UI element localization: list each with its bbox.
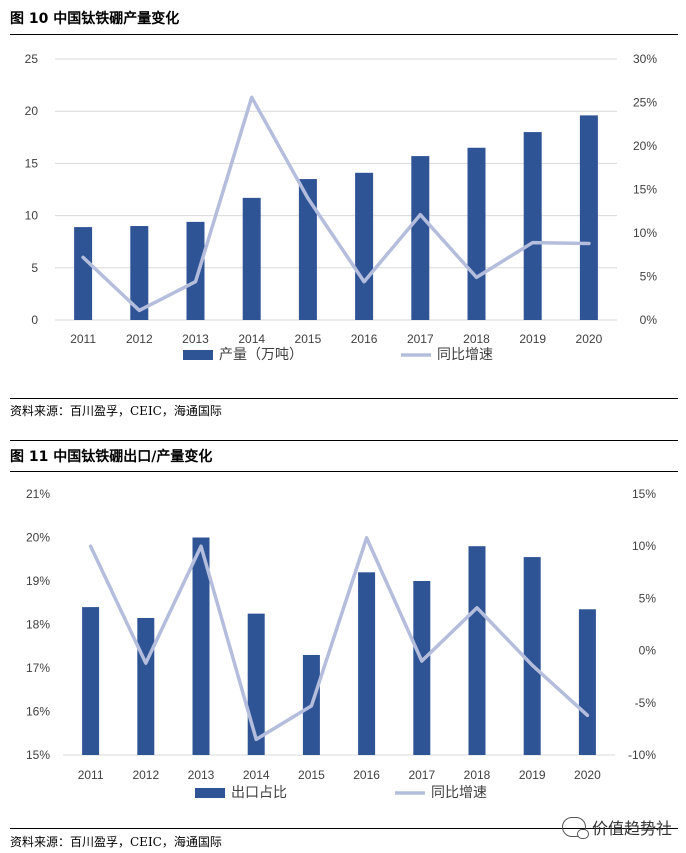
left-axis-tick-label: 15	[25, 156, 39, 170]
x-tick-label: 2015	[295, 332, 322, 346]
x-tick-label: 2014	[243, 768, 270, 782]
legend-bar-label: 产量（万吨）	[219, 346, 303, 362]
right-axis-tick-label: 0%	[639, 644, 657, 658]
left-axis-tick-label: 21%	[26, 487, 50, 501]
bar-2012	[137, 617, 155, 755]
right-axis-tick-label: 5%	[640, 270, 658, 284]
left-axis-tick-label: 17%	[26, 661, 50, 675]
x-tick-label: 2011	[70, 332, 96, 346]
x-tick-label: 2014	[238, 332, 265, 346]
legend-bar-swatch	[195, 788, 225, 798]
bar-2015	[298, 179, 317, 320]
figure-10-source: 资料来源：百川盈孚，CEIC，海通国际	[10, 404, 222, 418]
legend-bar-swatch	[183, 350, 213, 360]
x-tick-label: 2020	[574, 768, 601, 782]
right-axis-tick-label: 10%	[632, 539, 656, 553]
x-tick-label: 2016	[353, 768, 380, 782]
x-tick-label: 2017	[408, 768, 435, 782]
x-tick-label: 2019	[519, 768, 546, 782]
legend-line-label: 同比增速	[431, 784, 487, 800]
bar-2018	[467, 147, 486, 320]
right-axis-tick-label: -5%	[635, 696, 657, 710]
growth-rate-line	[81, 95, 591, 313]
bar-2020	[579, 115, 598, 320]
bar-2018	[468, 546, 486, 755]
x-tick-label: 2013	[188, 768, 215, 782]
left-axis-tick-label: 18%	[26, 618, 50, 632]
left-axis-tick-label: 25	[25, 52, 39, 66]
left-axis-tick-label: 0	[31, 313, 38, 327]
x-tick-label: 2013	[182, 332, 209, 346]
right-axis-tick-label: 5%	[639, 591, 657, 605]
bar-2019	[523, 132, 542, 320]
right-axis-tick-label: 0%	[640, 313, 658, 327]
left-axis-tick-label: 20	[25, 104, 39, 118]
bar-2017	[413, 581, 431, 755]
figure-11-title-rule	[10, 471, 678, 472]
right-axis-tick-label: 15%	[632, 487, 656, 501]
watermark: 价值趋势社	[561, 815, 672, 839]
left-axis-tick-label: 10	[25, 209, 39, 223]
x-tick-label: 2011	[78, 768, 104, 782]
export-ratio-chart: 15% 16% 17% 18% 19% 20% 21% -10% -5% 0% 5% 10% 15% 20…	[26, 487, 657, 800]
figure-10-bottom-rule	[10, 398, 678, 399]
left-axis-tick-label: 5	[31, 261, 38, 275]
right-axis-tick-label: 20%	[633, 139, 657, 153]
bar-2019	[523, 557, 541, 755]
legend-bar-label: 出口占比	[231, 784, 287, 800]
x-tick-label: 2012	[132, 768, 159, 782]
x-tick-label: 2020	[576, 332, 603, 346]
x-tick-label: 2017	[407, 332, 434, 346]
right-axis-tick-label: 10%	[633, 226, 657, 240]
right-axis-tick-label: -10%	[628, 748, 656, 762]
left-axis-tick-label: 16%	[26, 705, 50, 719]
bar-2012	[130, 226, 149, 320]
figure-10-top-rule	[10, 34, 678, 35]
bar-2013	[186, 221, 205, 320]
x-tick-label: 2018	[463, 332, 490, 346]
bar-2011	[82, 607, 100, 755]
bar-2013	[192, 537, 210, 755]
bar-2016	[355, 172, 374, 320]
figure-11-title: 图 11 中国钛铁硼出口/产量变化	[10, 449, 213, 465]
bar-2016	[358, 572, 376, 755]
x-tick-label: 2019	[519, 332, 546, 346]
left-axis-tick-label: 15%	[26, 748, 50, 762]
x-tick-label: 2016	[351, 332, 378, 346]
figure-10-title: 图 10 中国钛铁硼产量变化	[10, 11, 180, 27]
bar-2014	[242, 197, 261, 320]
left-axis-tick-label: 20%	[26, 531, 50, 545]
figure-11-bottom-rule	[10, 828, 678, 829]
figure-11-source: 资料来源：百川盈孚，CEIC，海通国际	[10, 835, 222, 849]
legend-line-label: 同比增速	[437, 346, 493, 362]
x-tick-label: 2015	[298, 768, 325, 782]
left-axis-tick-label: 19%	[26, 574, 50, 588]
chat-bubbles-icon	[561, 817, 589, 839]
right-axis-tick-label: 30%	[633, 52, 657, 66]
bar-2017	[411, 156, 430, 320]
right-axis-tick-label: 25%	[633, 96, 657, 110]
growth-rate-line	[88, 536, 590, 742]
bar-2020	[578, 609, 596, 755]
figure-11-top-rule	[10, 440, 678, 441]
x-tick-label: 2018	[464, 768, 491, 782]
watermark-text: 价值趋势社	[591, 819, 672, 838]
x-tick-label: 2012	[126, 332, 153, 346]
right-axis-tick-label: 15%	[633, 183, 657, 197]
production-chart: 0 5 10 15 20 25 0% 5% 10% 15% 20% 25% 30% 2011 2012 201…	[25, 52, 658, 362]
bar-2011	[74, 227, 93, 320]
